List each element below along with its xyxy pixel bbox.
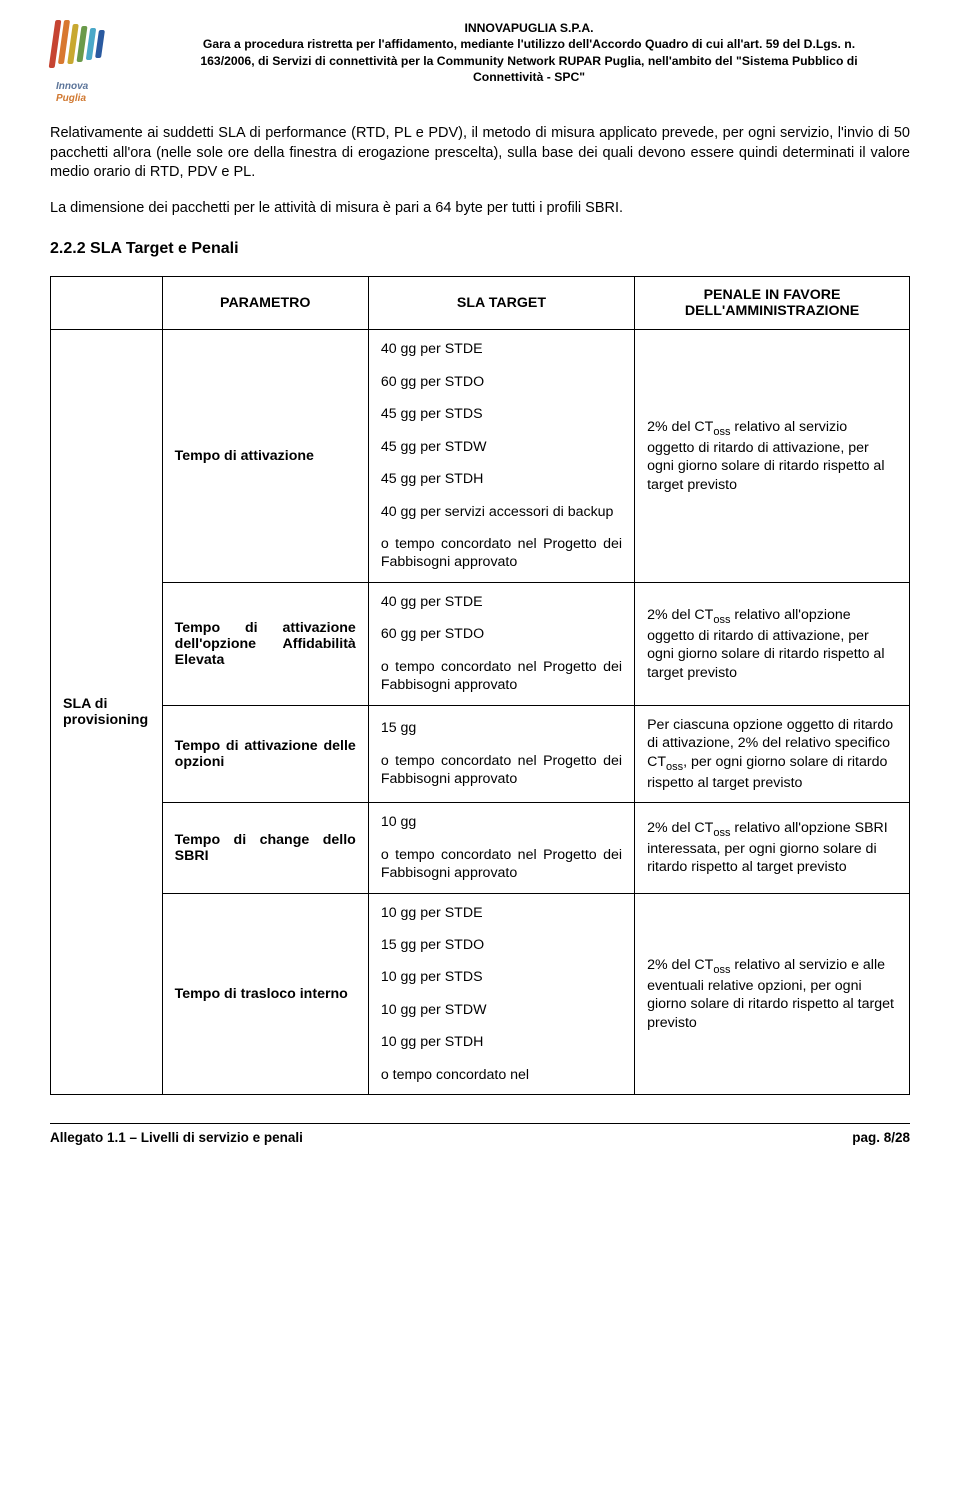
penale-cell: 2% del CToss relativo al servizio e alle…	[635, 893, 910, 1095]
target-line: o tempo concordato nel Progetto dei Fabb…	[381, 535, 622, 572]
target-line: 10 gg per STDS	[381, 968, 622, 986]
paragraph-2: La dimensione dei pacchetti per le attiv…	[50, 199, 910, 219]
param-cell: Tempo di trasloco interno	[162, 893, 368, 1095]
target-line: 45 gg per STDW	[381, 438, 622, 456]
target-line: o tempo concordato nel Progetto dei Fabb…	[381, 846, 622, 883]
target-cell: 10 gg o tempo concordato nel Progetto dei…	[368, 803, 634, 893]
table-row: Tempo di attivazione delle opzioni 15 gg o…	[51, 705, 910, 802]
target-line: o tempo concordato nel Progetto dei Fabb…	[381, 658, 622, 695]
target-line: 10 gg per STDH	[381, 1033, 622, 1051]
target-line: 60 gg per STDO	[381, 625, 622, 643]
param-cell: Tempo di attivazione delle opzioni	[162, 705, 368, 802]
header-line-2: Gara a procedura ristretta per l'affidam…	[148, 36, 910, 52]
side-label: SLA di provisioning	[51, 330, 163, 1095]
target-line: 45 gg per STDH	[381, 470, 622, 488]
target-line: 60 gg per STDO	[381, 373, 622, 391]
section-title: 2.2.2 SLA Target e Penali	[50, 240, 910, 258]
th-sla-target: SLA TARGET	[368, 277, 634, 330]
header-line-3: 163/2006, di Servizi di connettività per…	[148, 53, 910, 69]
table-row: Tempo di attivazione dell'opzione Affida…	[51, 582, 910, 705]
target-line: 40 gg per servizi accessori di backup	[381, 503, 622, 521]
th-parametro: PARAMETRO	[162, 277, 368, 330]
target-line: 15 gg	[381, 719, 622, 737]
paragraph-1: Relativamente ai suddetti SLA di perform…	[50, 124, 910, 183]
target-cell: 15 gg o tempo concordato nel Progetto dei…	[368, 705, 634, 802]
table-row: Tempo di trasloco interno10 gg per STDE1…	[51, 893, 910, 1095]
th-penale: PENALE IN FAVORE DELL'AMMINISTRAZIONE	[635, 277, 910, 330]
footer-left: Allegato 1.1 – Livelli di servizio e pen…	[50, 1130, 303, 1145]
target-line: 10 gg per STDE	[381, 904, 622, 922]
th-blank	[51, 277, 163, 330]
th-penale-l2: DELL'AMMINISTRAZIONE	[685, 303, 859, 319]
th-penale-l1: PENALE IN FAVORE	[704, 287, 841, 303]
footer-right: pag. 8/28	[852, 1130, 910, 1145]
penale-cell: 2% del CToss relativo all'opzione SBRI i…	[635, 803, 910, 893]
target-line: o tempo concordato nel Progetto dei Fabb…	[381, 752, 622, 789]
header-line-4: Connettività - SPC"	[148, 69, 910, 85]
target-line: 40 gg per STDE	[381, 593, 622, 611]
page-footer: Allegato 1.1 – Livelli di servizio e pen…	[50, 1123, 910, 1159]
penale-cell: Per ciascuna opzione oggetto di ritardo …	[635, 705, 910, 802]
penale-cell: 2% del CToss relativo all'opzione oggett…	[635, 582, 910, 705]
logo-text-1: Innova	[56, 81, 88, 92]
header-text: INNOVAPUGLIA S.P.A. Gara a procedura ris…	[148, 20, 910, 86]
sla-table: PARAMETRO SLA TARGET PENALE IN FAVORE DE…	[50, 276, 910, 1095]
target-cell: 40 gg per STDE 60 gg per STDO 45 gg per ST…	[368, 330, 634, 583]
target-line: 40 gg per STDE	[381, 340, 622, 358]
param-cell: Tempo di change dello SBRI	[162, 803, 368, 893]
target-line: 45 gg per STDS	[381, 405, 622, 423]
penale-cell: 2% del CToss relativo al servizio oggett…	[635, 330, 910, 583]
target-cell: 40 gg per STDE 60 gg per STDO o tempo conc…	[368, 582, 634, 705]
header-line-1: INNOVAPUGLIA S.P.A.	[148, 20, 910, 36]
param-cell: Tempo di attivazione dell'opzione Affida…	[162, 582, 368, 705]
target-cell: 10 gg per STDE 15 gg per STDO 10 gg per ST…	[368, 893, 634, 1095]
table-header-row: PARAMETRO SLA TARGET PENALE IN FAVORE DE…	[51, 277, 910, 330]
param-cell: Tempo di attivazione	[162, 330, 368, 583]
target-line: 10 gg per STDW	[381, 1001, 622, 1019]
table-row: Tempo di change dello SBRI 10 gg o tempo c…	[51, 803, 910, 893]
logo-text-2: Puglia	[56, 93, 86, 104]
logo: Innova Puglia	[50, 20, 140, 106]
target-line: o tempo concordato nel	[381, 1066, 622, 1084]
page-header: Innova Puglia INNOVAPUGLIA S.P.A. Gara a…	[50, 20, 910, 106]
target-line: 10 gg	[381, 813, 622, 831]
target-line: 15 gg per STDO	[381, 936, 622, 954]
table-row: SLA di provisioningTempo di attivazione4…	[51, 330, 910, 583]
